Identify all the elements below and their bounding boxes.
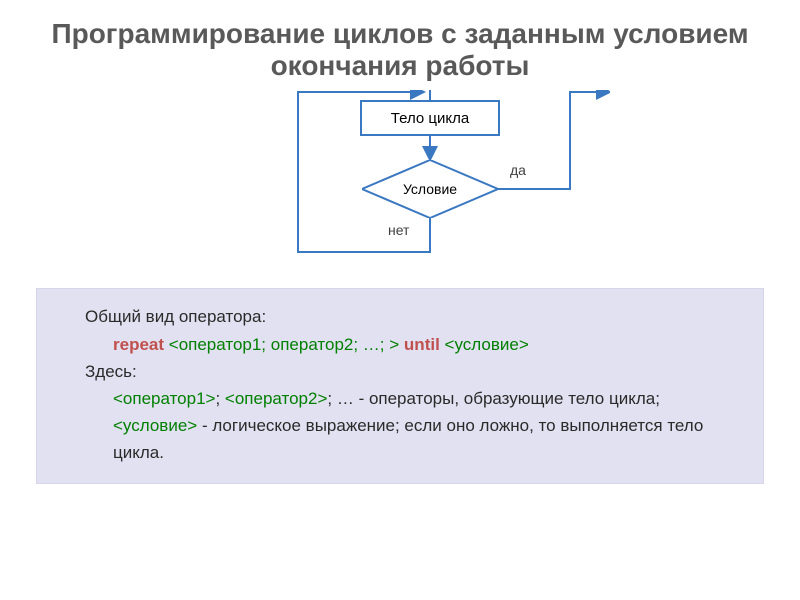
flowchart-node-condition-label: Условие <box>403 181 457 197</box>
angle-cond: <условие> <box>113 416 197 435</box>
flowchart-node-body-label: Тело цикла <box>391 110 469 127</box>
syntax-ops: <оператор1; оператор2; …; > <box>169 335 399 354</box>
flowchart: Тело цикла Условие да нет <box>190 90 610 280</box>
edge-label-yes: да <box>510 162 526 178</box>
panel-line-ops: <оператор1>; <оператор2>; … - операторы,… <box>85 385 745 412</box>
page-title: Программирование циклов с заданным услов… <box>0 0 800 90</box>
sep-2: ; … <box>327 389 358 408</box>
sep-1: ; <box>215 389 224 408</box>
ops-tail: - операторы, образующие тело цикла; <box>359 389 660 408</box>
panel-line-cond: <условие> - логическое выражение; если о… <box>85 412 745 466</box>
cond-tail: - логическое выражение; если оно ложно, … <box>113 416 703 462</box>
flowchart-node-condition: Условие <box>362 160 498 218</box>
info-panel: Общий вид оператора: repeat <оператор1; … <box>36 288 764 483</box>
panel-line-syntax: repeat <оператор1; оператор2; …; > until… <box>85 331 745 358</box>
kw-repeat: repeat <box>113 335 164 354</box>
edge-label-no: нет <box>388 222 409 238</box>
panel-line-here: Здесь: <box>85 358 745 385</box>
panel-line-1: Общий вид оператора: <box>85 303 745 330</box>
syntax-cond: <условие> <box>445 335 529 354</box>
angle-op2: <оператор2> <box>225 389 327 408</box>
flowchart-node-body: Тело цикла <box>360 100 500 136</box>
kw-until: until <box>404 335 440 354</box>
angle-op1: <оператор1> <box>113 389 215 408</box>
